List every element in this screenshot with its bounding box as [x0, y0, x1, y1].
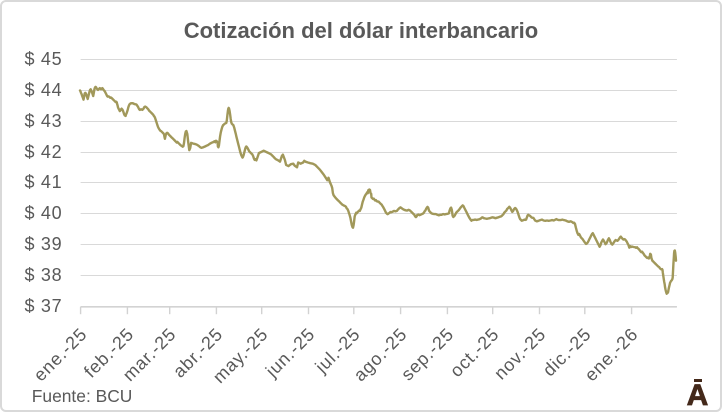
svg-text:sep.-25: sep.-25: [397, 324, 458, 385]
svg-text:$ 43: $ 43: [24, 111, 62, 131]
svg-text:$ 45: $ 45: [24, 49, 62, 69]
svg-text:jun.-25: jun.-25: [261, 324, 319, 382]
svg-text:$ 37: $ 37: [24, 296, 62, 316]
svg-text:$ 44: $ 44: [24, 80, 62, 100]
svg-text:$ 41: $ 41: [24, 172, 62, 192]
svg-text:ene.-25: ene.-25: [30, 324, 91, 385]
svg-text:$ 38: $ 38: [24, 265, 62, 285]
svg-text:nov.-25: nov.-25: [490, 324, 550, 384]
svg-text:$ 39: $ 39: [24, 234, 62, 254]
svg-text:$ 40: $ 40: [24, 203, 62, 223]
svg-text:$ 42: $ 42: [24, 142, 62, 162]
